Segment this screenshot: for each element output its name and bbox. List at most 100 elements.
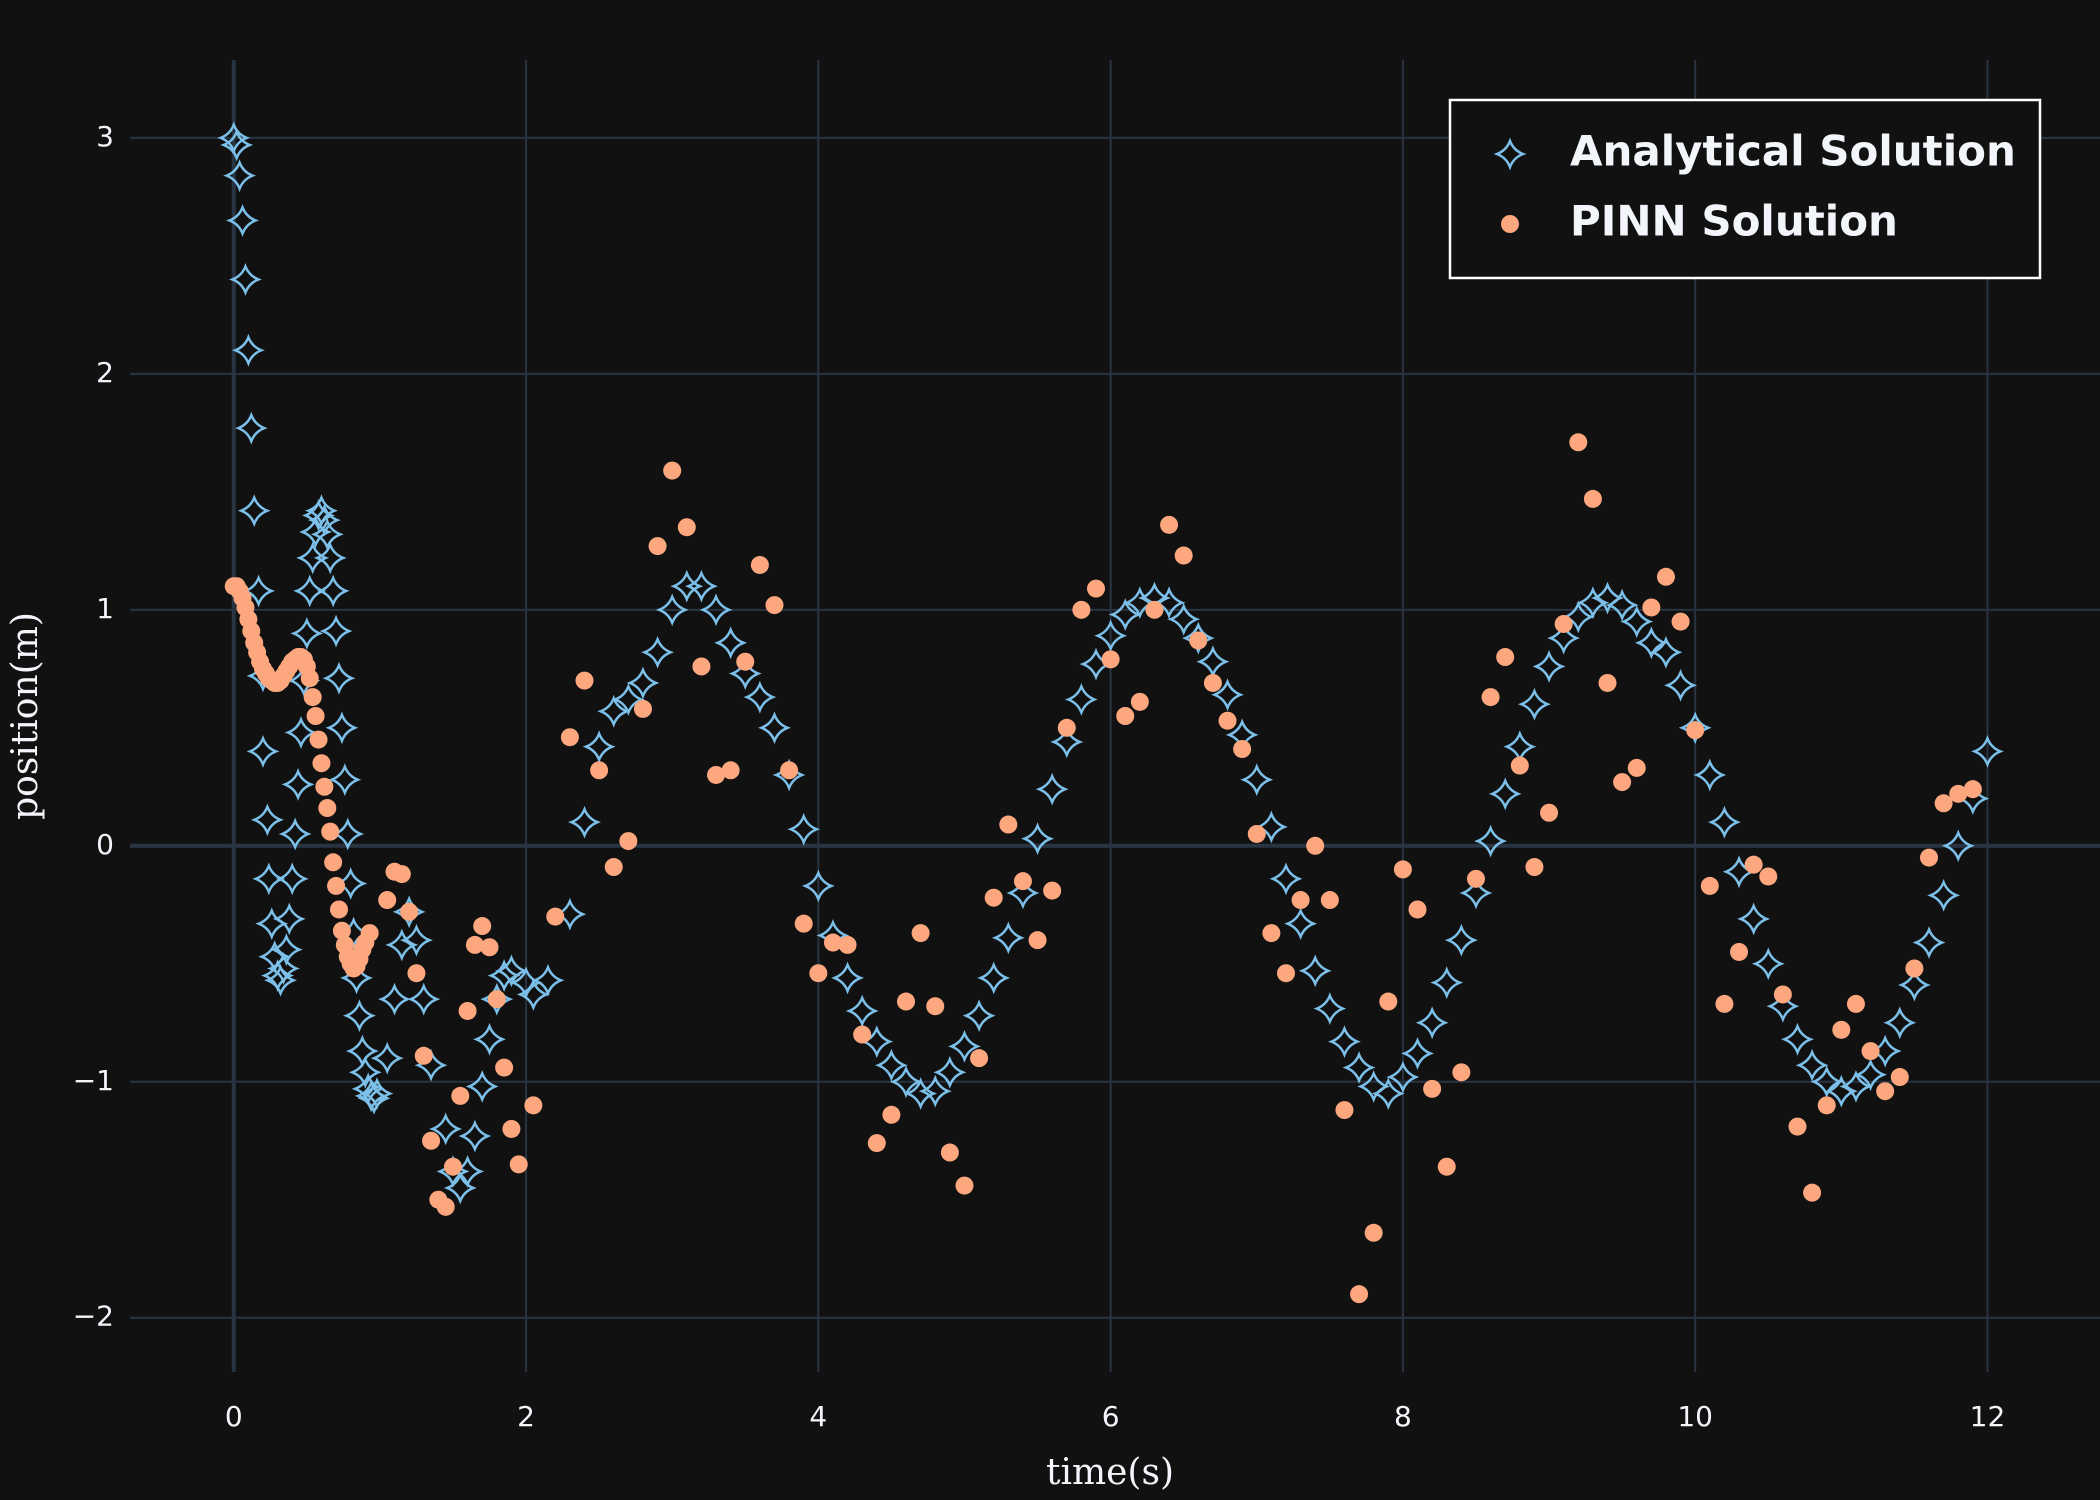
star-marker: [255, 907, 289, 941]
star-marker: [281, 767, 315, 801]
circle-marker: [619, 832, 638, 851]
y-tick-label: 0: [96, 828, 114, 861]
circle-marker: [1247, 824, 1266, 843]
circle-marker: [306, 707, 325, 725]
circle-marker: [1949, 784, 1968, 803]
star-marker: [316, 574, 350, 608]
star-marker: [1357, 1070, 1391, 1103]
circle-marker: [1276, 964, 1295, 983]
star-marker: [516, 978, 550, 1011]
circle-marker: [1496, 648, 1515, 667]
circle-marker: [1905, 959, 1924, 978]
star-marker: [1927, 878, 1961, 912]
circle-marker: [495, 1058, 514, 1077]
circle-marker: [1569, 433, 1588, 452]
star-marker: [1284, 907, 1318, 941]
star-marker: [264, 963, 297, 997]
circle-marker: [1218, 711, 1237, 730]
circle-marker: [1554, 614, 1573, 633]
circle-marker: [1364, 1223, 1383, 1242]
star-marker: [345, 1034, 379, 1068]
star-marker: [1181, 621, 1215, 655]
star-marker: [1430, 966, 1464, 1000]
star-marker: [1474, 824, 1508, 858]
star-marker: [229, 263, 262, 296]
star-marker: [399, 923, 433, 957]
star-marker: [429, 1112, 463, 1146]
circle-marker: [1130, 692, 1149, 711]
star-marker: [242, 574, 276, 608]
circle-marker: [1861, 1042, 1880, 1061]
circle-marker: [312, 754, 331, 773]
star-marker: [1240, 763, 1274, 797]
legend-box: [1448, 98, 2042, 280]
circle-marker: [315, 777, 334, 796]
star-marker: [1313, 992, 1347, 1026]
star-marker: [1781, 1022, 1814, 1056]
circle-marker: [407, 964, 426, 983]
star-marker: [293, 574, 327, 608]
star-marker: [568, 805, 601, 839]
star-marker: [1196, 645, 1230, 679]
circle-marker: [663, 461, 682, 480]
star-marker: [582, 730, 616, 764]
star-marker: [1517, 687, 1551, 721]
star-marker: [231, 333, 265, 367]
star-marker: [1211, 678, 1244, 712]
star-marker: [1152, 586, 1186, 620]
circle-marker: [765, 596, 784, 615]
circle-marker: [692, 657, 711, 676]
star-marker: [246, 734, 280, 768]
star-marker: [307, 503, 341, 537]
star-marker: [305, 494, 338, 528]
star-marker: [699, 593, 733, 627]
circle-marker: [1642, 598, 1661, 617]
star-marker: [1298, 954, 1332, 988]
circle-marker: [575, 671, 594, 690]
circle-marker: [1203, 673, 1222, 692]
star-marker: [611, 683, 645, 716]
circle-marker: [955, 1176, 974, 1195]
circle-marker: [303, 688, 322, 707]
circle-marker: [970, 1049, 989, 1068]
y-tick-label: −2: [73, 1300, 114, 1333]
star-marker: [1108, 598, 1142, 631]
circle-marker: [1540, 803, 1559, 822]
circle-marker: [1700, 876, 1719, 895]
star-marker: [845, 994, 879, 1028]
star-marker: [310, 517, 344, 551]
circle-marker: [1963, 780, 1982, 799]
star-marker: [1050, 725, 1084, 759]
star-marker: [1941, 829, 1975, 863]
star-marker: [360, 1077, 394, 1110]
circle-marker: [1525, 858, 1544, 877]
circle-marker: [546, 907, 565, 926]
circle-marker: [1335, 1101, 1354, 1120]
star-marker: [1591, 581, 1624, 615]
star-marker: [1547, 621, 1581, 655]
x-tick-label: 8: [1394, 1400, 1412, 1433]
star-marker: [758, 711, 791, 745]
star-marker: [962, 999, 996, 1033]
star-marker: [234, 411, 268, 445]
circle-marker: [1452, 1063, 1471, 1082]
star-marker: [272, 902, 306, 936]
circle-marker: [324, 853, 343, 872]
star-marker: [1327, 1025, 1361, 1059]
y-tick-label: 2: [96, 356, 114, 389]
star-marker: [252, 862, 286, 896]
star-marker: [684, 569, 718, 603]
star-marker: [714, 626, 748, 660]
circle-marker: [451, 1086, 470, 1105]
star-marker: [1810, 1065, 1844, 1099]
star-marker: [1269, 862, 1303, 896]
star-marker: [226, 204, 259, 237]
star-marker: [1459, 876, 1493, 910]
star-marker: [1649, 635, 1683, 669]
star-marker: [1444, 923, 1478, 957]
circle-marker: [318, 799, 337, 818]
circle-marker: [1730, 942, 1749, 961]
legend-marker: [1493, 137, 1527, 171]
circle-marker: [378, 891, 397, 910]
